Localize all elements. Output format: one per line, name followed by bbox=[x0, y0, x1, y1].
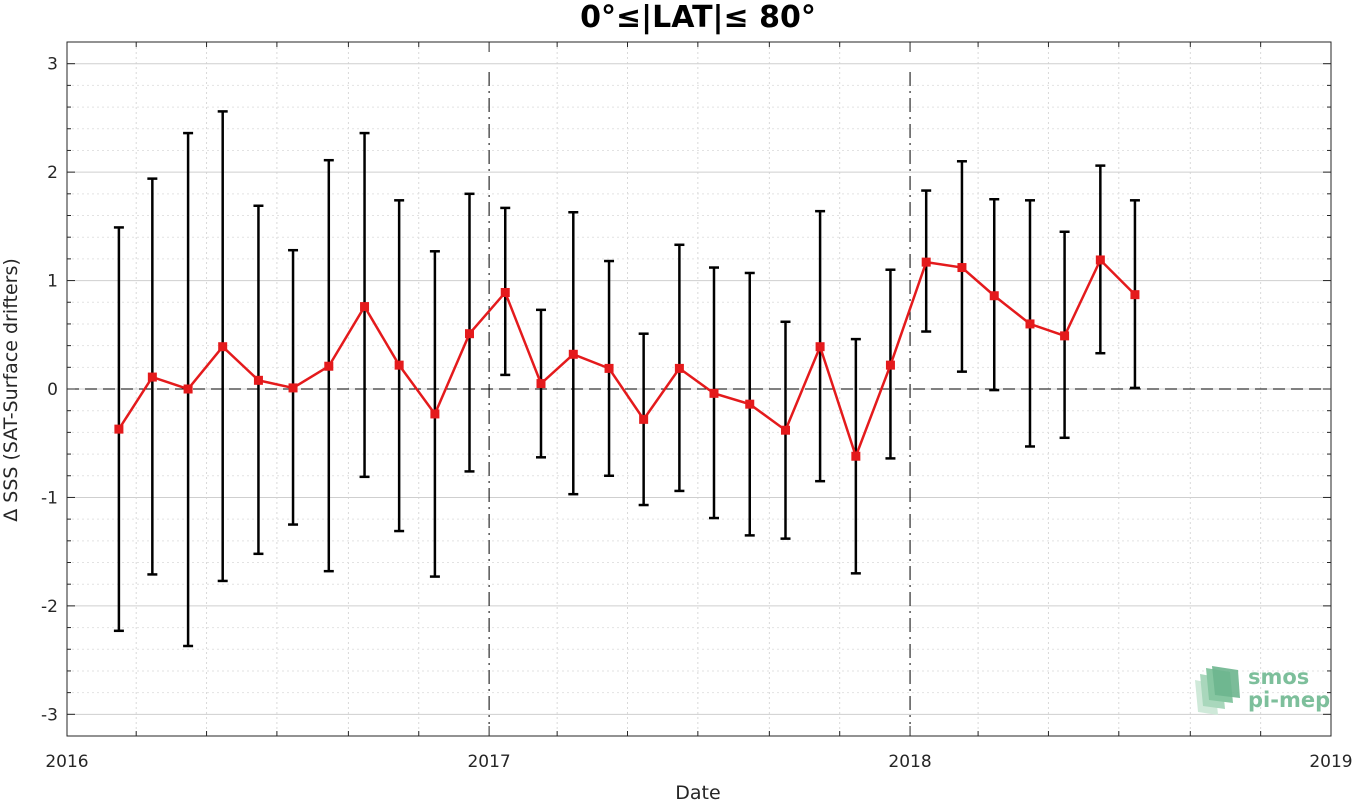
logo-line-1: smos bbox=[1248, 665, 1309, 689]
data-point bbox=[989, 291, 999, 301]
chart-title: 0°≤|LAT|≤ 80° bbox=[580, 0, 816, 35]
tick-labels: -3 -2 -1 0 1 2 3 2016 2017 2018 2019 bbox=[41, 55, 1353, 772]
x-tick-label: 2019 bbox=[1309, 752, 1352, 772]
data-point bbox=[709, 388, 719, 398]
data-point bbox=[568, 349, 578, 359]
data-point bbox=[639, 414, 649, 424]
data-point bbox=[921, 257, 931, 267]
data-point bbox=[183, 384, 193, 394]
reference-lines bbox=[67, 72, 1331, 724]
data-point bbox=[851, 451, 861, 461]
smos-pi-mep-logo: smos pi-mep bbox=[1195, 665, 1330, 715]
y-tick-label: 2 bbox=[47, 163, 58, 183]
data-point bbox=[1025, 319, 1035, 329]
y-tick-label: 0 bbox=[47, 380, 58, 400]
chart-axes bbox=[66, 41, 1332, 737]
error-bars bbox=[113, 110, 1140, 648]
data-point bbox=[253, 375, 263, 385]
data-point bbox=[430, 409, 440, 419]
data-point bbox=[815, 342, 825, 352]
x-tick-label: 2017 bbox=[467, 752, 510, 772]
data-point bbox=[147, 372, 157, 382]
x-tick-label: 2016 bbox=[45, 752, 88, 772]
x-axis-label: Date bbox=[675, 782, 720, 801]
x-tick-label: 2018 bbox=[888, 752, 931, 772]
data-point bbox=[745, 399, 755, 409]
y-tick-label: -2 bbox=[41, 597, 58, 617]
series-path bbox=[117, 257, 1136, 460]
data-point bbox=[674, 363, 684, 373]
logo-mark-icon bbox=[1195, 666, 1240, 715]
data-point bbox=[1060, 331, 1070, 341]
data-point bbox=[288, 383, 298, 393]
data-point bbox=[536, 379, 546, 389]
logo-line-2: pi-mep bbox=[1248, 688, 1330, 712]
data-point bbox=[957, 263, 967, 273]
data-point bbox=[500, 287, 510, 297]
y-tick-label: 1 bbox=[47, 272, 58, 292]
data-point bbox=[114, 424, 124, 434]
data-point bbox=[780, 425, 790, 435]
data-point bbox=[885, 360, 895, 370]
data-point bbox=[324, 361, 334, 371]
y-tick-label: -1 bbox=[41, 488, 58, 508]
series-line bbox=[114, 255, 1140, 461]
data-point bbox=[604, 363, 614, 373]
y-tick-label: 3 bbox=[47, 55, 58, 75]
data-point bbox=[360, 302, 370, 312]
y-tick-label: -3 bbox=[41, 705, 58, 725]
data-point bbox=[1095, 255, 1105, 265]
data-point bbox=[394, 360, 404, 370]
y-axis-label: Δ SSS (SAT-Surface drifters) bbox=[0, 258, 22, 522]
data-point bbox=[218, 342, 228, 352]
data-point bbox=[1130, 290, 1140, 300]
data-point bbox=[464, 329, 474, 339]
